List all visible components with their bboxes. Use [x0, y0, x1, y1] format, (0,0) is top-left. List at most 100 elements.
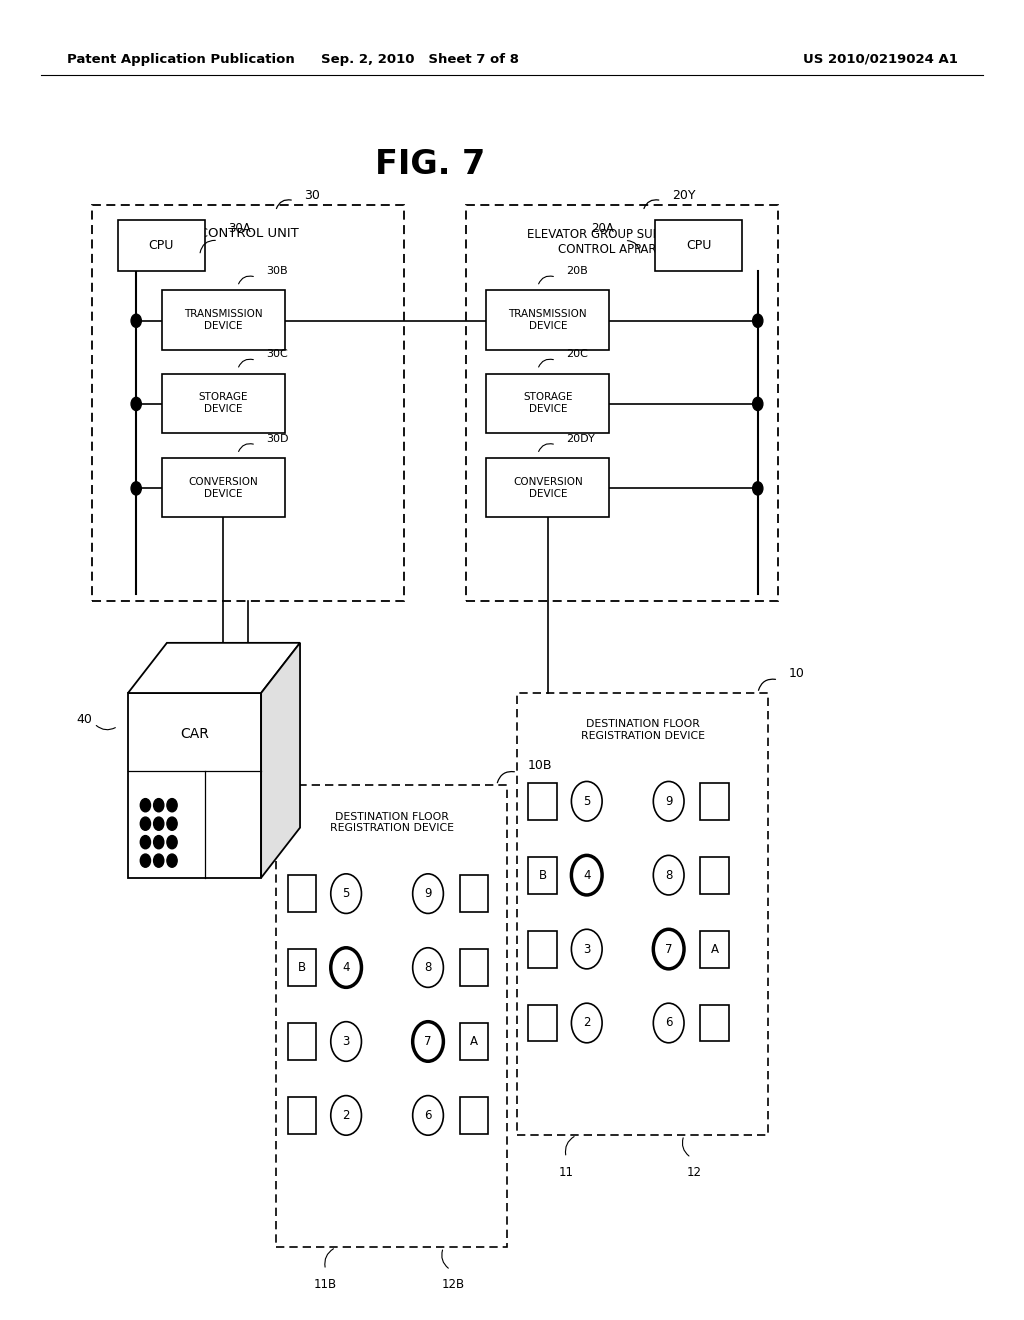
FancyBboxPatch shape — [288, 949, 316, 986]
Text: 12B: 12B — [442, 1278, 465, 1291]
Circle shape — [154, 836, 164, 849]
Circle shape — [331, 1096, 361, 1135]
Text: 11: 11 — [559, 1166, 573, 1179]
FancyBboxPatch shape — [528, 1005, 557, 1041]
Text: 9: 9 — [424, 887, 432, 900]
Circle shape — [571, 855, 602, 895]
Text: 30C: 30C — [266, 348, 288, 359]
Circle shape — [653, 929, 684, 969]
FancyBboxPatch shape — [288, 1023, 316, 1060]
Circle shape — [331, 874, 361, 913]
FancyBboxPatch shape — [655, 220, 742, 271]
Polygon shape — [128, 643, 300, 693]
Text: CAR CONTROL UNIT: CAR CONTROL UNIT — [167, 227, 299, 240]
Circle shape — [331, 1022, 361, 1061]
FancyBboxPatch shape — [460, 1097, 488, 1134]
Circle shape — [131, 482, 141, 495]
FancyBboxPatch shape — [162, 374, 285, 433]
Text: 7: 7 — [665, 942, 673, 956]
Text: STORAGE
DEVICE: STORAGE DEVICE — [523, 392, 572, 414]
Circle shape — [413, 1022, 443, 1061]
Text: 10B: 10B — [527, 759, 552, 772]
Circle shape — [140, 817, 151, 830]
Text: 4: 4 — [342, 961, 350, 974]
Text: 2: 2 — [342, 1109, 350, 1122]
Text: 30B: 30B — [266, 265, 288, 276]
Circle shape — [140, 799, 151, 812]
FancyBboxPatch shape — [460, 875, 488, 912]
Text: 6: 6 — [665, 1016, 673, 1030]
Circle shape — [753, 482, 763, 495]
FancyBboxPatch shape — [162, 290, 285, 350]
Text: 20Y: 20Y — [672, 189, 695, 202]
FancyBboxPatch shape — [528, 857, 557, 894]
Text: Patent Application Publication: Patent Application Publication — [67, 53, 294, 66]
Text: 2: 2 — [583, 1016, 591, 1030]
Circle shape — [167, 836, 177, 849]
Circle shape — [571, 1003, 602, 1043]
Circle shape — [167, 854, 177, 867]
Text: 30: 30 — [304, 189, 321, 202]
Circle shape — [753, 314, 763, 327]
Text: 8: 8 — [424, 961, 432, 974]
FancyBboxPatch shape — [700, 783, 729, 820]
Text: A: A — [711, 942, 719, 956]
Circle shape — [653, 1003, 684, 1043]
Circle shape — [413, 874, 443, 913]
FancyBboxPatch shape — [528, 783, 557, 820]
Polygon shape — [261, 643, 300, 878]
FancyBboxPatch shape — [288, 1097, 316, 1134]
Circle shape — [140, 836, 151, 849]
Text: 20C: 20C — [566, 348, 588, 359]
FancyBboxPatch shape — [700, 931, 729, 968]
Text: DESTINATION FLOOR
REGISTRATION DEVICE: DESTINATION FLOOR REGISTRATION DEVICE — [581, 719, 705, 741]
Text: CPU: CPU — [148, 239, 174, 252]
Text: CAR: CAR — [180, 726, 209, 741]
FancyBboxPatch shape — [460, 949, 488, 986]
FancyBboxPatch shape — [528, 931, 557, 968]
Text: B: B — [298, 961, 306, 974]
Circle shape — [413, 948, 443, 987]
Circle shape — [167, 799, 177, 812]
Circle shape — [154, 817, 164, 830]
Circle shape — [331, 948, 361, 987]
Text: 4: 4 — [583, 869, 591, 882]
Text: CONVERSION
DEVICE: CONVERSION DEVICE — [188, 477, 258, 499]
FancyBboxPatch shape — [700, 857, 729, 894]
Circle shape — [571, 929, 602, 969]
Text: 30D: 30D — [266, 433, 289, 444]
Circle shape — [154, 799, 164, 812]
Text: CONVERSION
DEVICE: CONVERSION DEVICE — [513, 477, 583, 499]
FancyBboxPatch shape — [486, 458, 609, 517]
FancyBboxPatch shape — [162, 458, 285, 517]
Text: 20DY: 20DY — [566, 433, 595, 444]
Text: 7: 7 — [424, 1035, 432, 1048]
Text: 8: 8 — [665, 869, 673, 882]
Circle shape — [571, 781, 602, 821]
Text: 12: 12 — [687, 1166, 701, 1179]
Text: 6: 6 — [424, 1109, 432, 1122]
FancyBboxPatch shape — [700, 1005, 729, 1041]
Circle shape — [653, 855, 684, 895]
Text: DESTINATION FLOOR
REGISTRATION DEVICE: DESTINATION FLOOR REGISTRATION DEVICE — [330, 812, 454, 833]
Circle shape — [131, 397, 141, 411]
Text: 20A: 20A — [592, 223, 614, 235]
Text: 10: 10 — [788, 667, 805, 680]
Text: A: A — [470, 1035, 478, 1048]
FancyBboxPatch shape — [486, 374, 609, 433]
FancyBboxPatch shape — [118, 220, 205, 271]
FancyBboxPatch shape — [486, 290, 609, 350]
FancyBboxPatch shape — [460, 1023, 488, 1060]
Text: FIG. 7: FIG. 7 — [375, 149, 485, 181]
Text: US 2010/0219024 A1: US 2010/0219024 A1 — [803, 53, 958, 66]
Circle shape — [167, 817, 177, 830]
Circle shape — [154, 854, 164, 867]
Text: 11B: 11B — [314, 1278, 337, 1291]
Text: Sep. 2, 2010   Sheet 7 of 8: Sep. 2, 2010 Sheet 7 of 8 — [321, 53, 519, 66]
Text: 30A: 30A — [228, 223, 251, 235]
Text: CPU: CPU — [686, 239, 712, 252]
Circle shape — [413, 1096, 443, 1135]
FancyBboxPatch shape — [288, 875, 316, 912]
Text: TRANSMISSION
DEVICE: TRANSMISSION DEVICE — [184, 309, 262, 331]
Circle shape — [753, 397, 763, 411]
